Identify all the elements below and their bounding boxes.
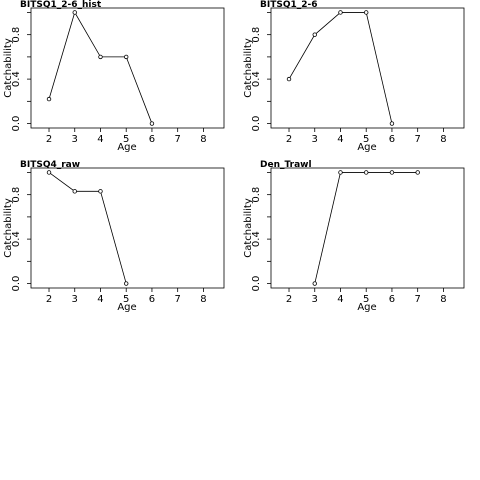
plot-frame [270, 7, 465, 129]
data-point [124, 54, 129, 60]
x-tick-label: 5 [123, 294, 129, 305]
data-point [389, 170, 395, 175]
y-tick-label: 0.0 [11, 116, 22, 132]
y-tick-label: 0.0 [11, 276, 22, 292]
data-point [364, 170, 369, 175]
data-point [338, 10, 343, 15]
data-point [98, 54, 103, 60]
x-tick-label: 7 [414, 294, 420, 305]
series-line [314, 172, 418, 284]
data-point [312, 281, 317, 286]
x-tick-label: 4 [97, 134, 103, 145]
x-tick-label: 4 [337, 294, 343, 305]
x-tick-label: 2 [286, 294, 292, 305]
data-point [124, 281, 129, 286]
x-tick-label: 8 [440, 294, 446, 305]
data-point [72, 189, 77, 194]
data-point [312, 32, 317, 37]
x-tick-label: 4 [337, 134, 343, 145]
x-axis-label: Age [117, 302, 136, 313]
panel-3: BITSQ4_raw 2 3 4 5 6 7 8 Age 0.0 0.4 0.8Catchabilit… [3, 160, 225, 313]
y-tick-label: 0.8 [251, 187, 262, 203]
x-tick-label: 3 [312, 294, 318, 305]
x-tick-label: 8 [200, 134, 206, 145]
x-tick-label: 6 [149, 294, 155, 305]
data-point [415, 170, 420, 175]
data-point [46, 170, 52, 175]
x-tick-label: 7 [174, 294, 180, 305]
y-axis-label: Catchability [3, 198, 14, 258]
y-tick-label: 0.0 [251, 116, 262, 132]
data-point [72, 10, 77, 15]
y-tick-label: 0.4 [11, 231, 22, 247]
data-point [46, 96, 52, 102]
x-tick-label: 7 [174, 134, 180, 145]
data-point [389, 121, 395, 126]
panel-2: BITSQ1_2-6 2 3 4 5 6 7 8 Age 0.0 0.4 0.8Catchabilit… [243, 0, 465, 153]
y-tick-label: 0.8 [11, 27, 22, 43]
x-tick-label: 2 [46, 134, 52, 145]
x-tick-label: 6 [389, 134, 395, 145]
x-tick-label: 7 [414, 134, 420, 145]
y-axis-label: Catchability [243, 198, 254, 258]
plot-frame [30, 7, 225, 129]
x-tick-label: 5 [363, 294, 369, 305]
y-tick-label: 0.8 [11, 187, 22, 203]
panel-1: BITSQ1_2-6_hist 2 3 4 5 6 7 8 Age 0.0 0.4 0.8Catcha… [3, 0, 225, 153]
y-tick-label: 0.4 [251, 71, 262, 87]
x-tick-label: 8 [200, 294, 206, 305]
x-tick-label: 3 [312, 134, 318, 145]
y-tick-label: 0.0 [251, 276, 262, 292]
x-tick-label: 6 [149, 134, 155, 145]
panel-title: Den_Trawl [260, 160, 312, 170]
data-point [338, 170, 343, 175]
x-tick-label: 5 [363, 134, 369, 145]
data-point [364, 10, 369, 15]
data-point [98, 189, 103, 194]
series-line [48, 11, 153, 124]
panel-title: BITSQ1_2-6 [260, 0, 318, 10]
y-axis-label: Catchability [3, 38, 14, 98]
y-tick-label: 0.8 [251, 27, 262, 43]
panel-title: BITSQ1_2-6_hist [20, 0, 102, 10]
x-tick-label: 5 [123, 134, 129, 145]
x-tick-label: 3 [72, 134, 78, 145]
plot-frame [270, 167, 465, 289]
panel-title: BITSQ4_raw [20, 160, 80, 170]
x-tick-label: 4 [97, 294, 103, 305]
data-point [149, 121, 155, 126]
x-axis-label: Age [117, 142, 136, 153]
y-tick-label: 0.4 [11, 71, 22, 87]
plot-frame [30, 167, 225, 289]
x-tick-label: 6 [389, 294, 395, 305]
x-tick-label: 8 [440, 134, 446, 145]
series-line [288, 12, 393, 124]
y-axis-label: Catchability [243, 38, 254, 98]
series-line [48, 172, 127, 284]
x-axis-label: Age [357, 142, 376, 153]
x-axis-label: Age [357, 302, 376, 313]
x-tick-label: 3 [72, 294, 78, 305]
data-point [286, 76, 292, 82]
y-tick-label: 0.4 [251, 231, 262, 247]
x-tick-label: 2 [46, 294, 52, 305]
x-tick-label: 2 [286, 134, 292, 145]
